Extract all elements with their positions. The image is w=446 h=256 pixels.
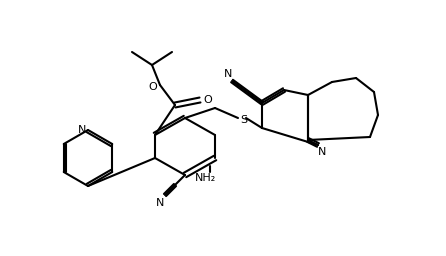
Text: NH₂: NH₂ (194, 173, 215, 183)
Text: N: N (318, 147, 326, 157)
Text: S: S (240, 115, 248, 125)
Text: N: N (156, 198, 164, 208)
Text: O: O (149, 82, 157, 92)
Text: O: O (204, 95, 212, 105)
Text: N: N (224, 69, 232, 79)
Text: N: N (78, 125, 86, 135)
